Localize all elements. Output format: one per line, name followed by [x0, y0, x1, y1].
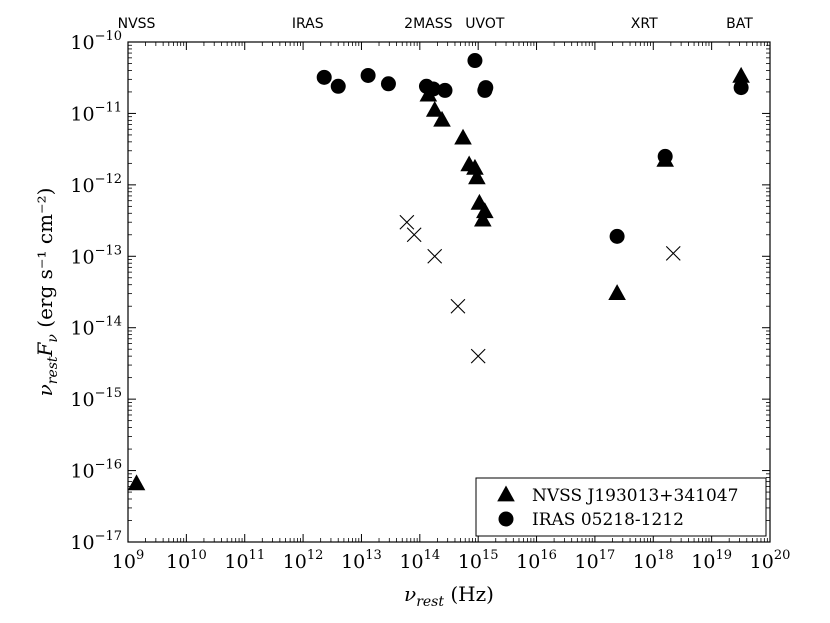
y-tick-label: 10−14 — [70, 315, 122, 340]
band-label: NVSS — [118, 16, 156, 32]
plot-frame — [127, 41, 771, 543]
triangle-point — [468, 168, 486, 185]
circle-point — [437, 82, 453, 98]
triangle-point — [732, 66, 750, 83]
x-tick-label: 1017 — [575, 548, 616, 573]
cross-point — [450, 298, 466, 314]
y-tick-label: 10−13 — [70, 243, 122, 268]
x-tick-label: 1012 — [283, 548, 324, 573]
y-tick-label: 10−15 — [70, 386, 122, 411]
triangle-point — [127, 474, 146, 491]
x-tick-label: 1019 — [691, 548, 732, 573]
triangle-point — [474, 210, 492, 227]
legend: NVSS J193013+341047 IRAS 05218-1212 — [475, 477, 767, 537]
band-label: BAT — [726, 16, 753, 32]
band-label: IRAS — [292, 16, 324, 32]
x-axis-label: νrest (Hz) — [404, 582, 494, 610]
circle-point — [657, 148, 673, 164]
x-tick-label: 1018 — [633, 548, 674, 573]
legend-entry-label: IRAS 05218-1212 — [532, 510, 684, 530]
circle-point — [609, 228, 625, 244]
band-label: XRT — [631, 16, 658, 32]
x-tick-label: 109 — [112, 548, 144, 573]
cross-point — [427, 248, 443, 264]
band-label: 2MASS — [404, 16, 452, 32]
y-axis-label: νrestFν (erg s⁻¹ cm⁻²) — [33, 188, 61, 397]
triangle-point — [608, 284, 626, 300]
legend-circle-marker — [498, 511, 514, 527]
legend-entry-label: NVSS J193013+341047 — [532, 486, 738, 506]
x-tick-label: 1015 — [458, 548, 499, 573]
tick-labels: 109 1010 1011 1012 1013 1014 1015 1016 1017 1018 1… — [70, 29, 790, 573]
cross-point — [665, 245, 681, 261]
x-tick-label: 1016 — [516, 548, 557, 573]
x-tick-label: 1010 — [166, 548, 207, 573]
circle-point — [316, 69, 332, 85]
cross-point — [470, 348, 486, 364]
legend-box — [475, 477, 767, 537]
circle-point — [733, 80, 749, 96]
legend-triangle-marker — [497, 485, 515, 502]
cross-point — [399, 214, 415, 230]
y-tick-label: 10−16 — [70, 458, 122, 483]
y-tick-label: 10−10 — [70, 29, 122, 54]
circle-point — [478, 80, 494, 96]
x-tick-label: 1011 — [224, 548, 265, 573]
y-tick-label: 10−11 — [70, 100, 122, 125]
y-tick-label: 10−12 — [70, 172, 122, 197]
cross-point — [406, 227, 422, 243]
x-tick-label: 1020 — [750, 548, 791, 573]
triangle-point — [476, 202, 494, 219]
x-tick-label: 1013 — [341, 548, 382, 573]
tick-marks — [127, 41, 771, 543]
data-points — [127, 53, 750, 491]
y-tick-label: 10−17 — [70, 529, 122, 554]
triangle-point — [433, 110, 451, 127]
circle-point — [467, 53, 483, 69]
band-labels: NVSS IRAS 2MASS UVOT XRT BAT — [118, 16, 754, 32]
circle-point — [330, 78, 346, 94]
band-label: UVOT — [465, 16, 505, 32]
circle-point — [380, 76, 396, 92]
triangle-point — [425, 100, 444, 117]
x-tick-label: 1014 — [399, 548, 440, 573]
circle-point — [360, 67, 376, 83]
circle-point — [425, 81, 441, 97]
triangle-point — [466, 158, 484, 175]
triangle-point — [454, 128, 472, 145]
